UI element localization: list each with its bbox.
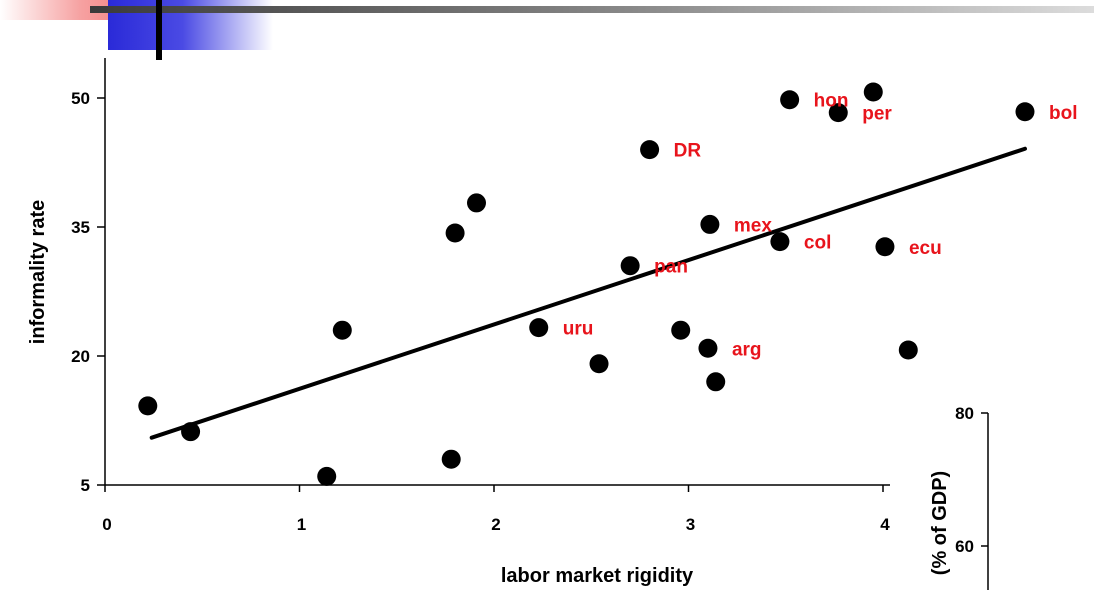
data-point [332, 320, 352, 340]
x-tick-label: 0 [102, 515, 111, 534]
country-label-mex: mex [734, 215, 772, 236]
data-point [181, 422, 201, 442]
data-point [698, 338, 718, 358]
data-point [706, 372, 726, 392]
country-label-arg: arg [732, 339, 762, 360]
axes [104, 58, 890, 486]
data-point [898, 340, 918, 360]
y-tick-label: 5 [81, 476, 90, 495]
y-axis-ticks: 5 20 35 50 [71, 89, 105, 495]
country-label-col: col [804, 233, 831, 254]
y-tick-label: 35 [71, 218, 90, 237]
secondary-y-axis-title: (% of GDP) [929, 471, 951, 575]
secondary-chart-background [895, 408, 1094, 590]
data-point [875, 237, 895, 257]
country-label-ecu: ecu [909, 238, 942, 259]
x-tick-label: 3 [686, 515, 695, 534]
x-axis-ticks: 0 1 2 3 4 [102, 485, 890, 534]
secondary-y-tick-label: 80 [955, 404, 974, 423]
y-tick-label: 20 [71, 347, 90, 366]
data-point [529, 318, 549, 338]
data-point [138, 396, 158, 416]
country-label-hon: hon [814, 91, 849, 112]
secondary-y-tick-label: 60 [955, 537, 974, 556]
slide-header-decoration [0, 0, 1094, 60]
trend-line [149, 146, 1027, 440]
secondary-chart: 60 80 (% of GDP) [895, 404, 1094, 590]
data-point [445, 223, 465, 243]
y-axis-title: informality rate [27, 200, 49, 344]
country-label-dr: DR [674, 141, 702, 162]
country-label-bol: bol [1049, 103, 1078, 124]
data-point [828, 103, 848, 123]
data-point [640, 140, 660, 160]
data-point [770, 232, 790, 252]
data-point [589, 354, 609, 374]
data-point [466, 193, 486, 213]
header-rule [90, 6, 1094, 13]
country-label-uru: uru [563, 319, 594, 340]
data-point [317, 466, 337, 486]
secondary-y-axis-ticks: 60 80 [955, 404, 988, 556]
x-tick-label: 4 [880, 515, 890, 534]
data-points [138, 82, 1035, 486]
data-point [1015, 102, 1035, 122]
x-tick-label: 1 [297, 515, 306, 534]
data-point [671, 320, 691, 340]
x-tick-label: 2 [491, 515, 500, 534]
data-point [620, 256, 640, 276]
data-point [863, 82, 883, 102]
data-point [780, 90, 800, 110]
header-vertical-bar [156, 0, 162, 60]
data-point [700, 214, 720, 234]
country-label-pan: pan [654, 257, 688, 278]
x-axis-title: labor market rigidity [501, 565, 694, 587]
y-tick-label: 50 [71, 89, 90, 108]
country-label-per: per [862, 104, 892, 125]
data-point [441, 449, 461, 469]
